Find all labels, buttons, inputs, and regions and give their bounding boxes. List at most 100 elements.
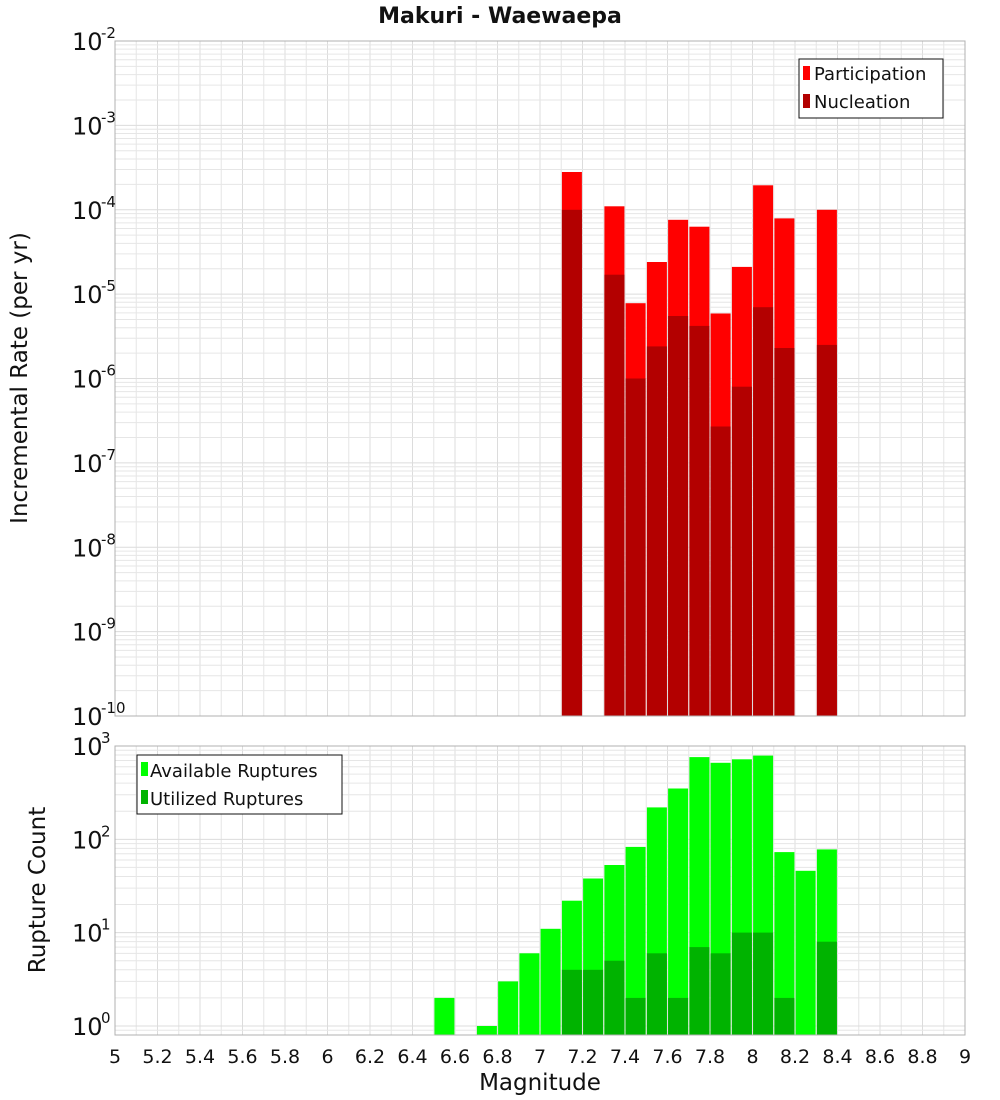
y-tick-label: 103 <box>72 729 111 761</box>
x-tick-label: 5.6 <box>227 1046 257 1068</box>
y-tick-label: 10-5 <box>72 277 116 309</box>
y-tick-base: 10 <box>72 619 103 647</box>
x-tick-label: 7.4 <box>610 1046 640 1068</box>
y-tick-exponent: -10 <box>101 699 126 717</box>
utilized-ruptures-bar <box>604 960 625 1035</box>
nucleation-bar <box>731 386 752 716</box>
available-legend-swatch <box>141 762 148 776</box>
available-ruptures-bar <box>540 928 561 1035</box>
nucleation-bar <box>646 346 667 716</box>
rate-y-axis-title: Incremental Rate (per yr) <box>7 232 33 524</box>
y-tick-base: 10 <box>72 826 103 854</box>
y-tick-exponent: -5 <box>101 277 116 295</box>
available-ruptures-bar <box>668 788 689 1035</box>
participation-legend-swatch <box>803 66 810 80</box>
utilized-ruptures-bar <box>583 969 604 1035</box>
y-tick-label: 102 <box>72 822 111 854</box>
available-ruptures-bar <box>519 953 540 1035</box>
utilized-ruptures-bar <box>731 932 752 1035</box>
x-tick-label: 7.8 <box>695 1046 725 1068</box>
y-tick-label: 10-8 <box>72 530 116 562</box>
utilized-legend-swatch <box>141 790 148 804</box>
available-ruptures-bar <box>476 1026 497 1035</box>
x-tick-label: 8.6 <box>865 1046 895 1068</box>
participation-legend-label: Participation <box>814 64 926 85</box>
utilized-ruptures-bar <box>625 997 646 1035</box>
nucleation-bar <box>561 209 582 717</box>
x-axis-title: Magnitude <box>479 1070 601 1096</box>
y-tick-base: 10 <box>72 28 103 56</box>
y-tick-base: 10 <box>72 281 103 309</box>
y-tick-label: 10-10 <box>72 699 126 731</box>
y-tick-base: 10 <box>72 1013 103 1041</box>
x-tick-label: 6.2 <box>355 1046 385 1068</box>
available-ruptures-bar <box>795 870 816 1035</box>
y-tick-exponent: 2 <box>101 822 111 840</box>
utilized-ruptures-bar <box>816 941 837 1035</box>
y-tick-base: 10 <box>72 703 103 731</box>
nucleation-bar <box>689 325 710 716</box>
count-plot-frame <box>114 745 966 1036</box>
nucleation-bar <box>710 426 731 716</box>
utilized-legend-label: Utilized Ruptures <box>150 789 303 810</box>
utilized-ruptures-bar <box>689 947 710 1035</box>
utilized-ruptures-bar <box>710 953 731 1035</box>
y-tick-exponent: 1 <box>101 916 111 934</box>
utilized-ruptures-bar <box>753 932 774 1035</box>
y-tick-exponent: -3 <box>101 108 116 126</box>
y-tick-base: 10 <box>72 450 103 478</box>
x-tick-label: 8.8 <box>907 1046 937 1068</box>
y-tick-label: 101 <box>72 916 111 948</box>
nucleation-bar <box>774 348 795 716</box>
x-tick-label: 6.8 <box>482 1046 512 1068</box>
rate-legend: Participation Nucleation <box>798 58 944 119</box>
y-tick-label: 100 <box>72 1009 111 1041</box>
y-tick-label: 10-7 <box>72 446 116 478</box>
y-tick-base: 10 <box>72 920 103 948</box>
rate-plot-frame <box>114 40 966 717</box>
x-tick-label: 7 <box>534 1046 546 1068</box>
x-tick-label: 5 <box>109 1046 121 1068</box>
x-tick-label: 6.6 <box>440 1046 470 1068</box>
y-tick-exponent: 0 <box>101 1009 111 1027</box>
available-ruptures-bar <box>774 852 795 1035</box>
utilized-ruptures-bar <box>646 953 667 1035</box>
x-tick-label: 8.4 <box>822 1046 852 1068</box>
utilized-ruptures-bar <box>774 997 795 1035</box>
y-tick-label: 10-4 <box>72 193 116 225</box>
available-legend-label: Available Ruptures <box>150 761 318 782</box>
y-tick-base: 10 <box>72 197 103 225</box>
y-tick-base: 10 <box>72 366 103 394</box>
nucleation-legend-swatch <box>803 94 810 108</box>
y-tick-exponent: -9 <box>101 615 116 633</box>
y-tick-label: 10-2 <box>72 24 116 56</box>
y-tick-base: 10 <box>72 112 103 140</box>
y-tick-exponent: 3 <box>101 729 111 747</box>
x-tick-label: 7.2 <box>567 1046 597 1068</box>
utilized-ruptures-bar <box>561 969 582 1035</box>
nucleation-bar <box>753 307 774 716</box>
utilized-ruptures-bar <box>668 997 689 1035</box>
y-tick-exponent: -6 <box>101 362 116 380</box>
count-legend: Available Ruptures Utilized Ruptures <box>136 754 343 815</box>
x-tick-label: 5.2 <box>142 1046 172 1068</box>
count-legend-box <box>136 754 343 815</box>
y-tick-exponent: -8 <box>101 530 116 548</box>
x-tick-label: 6 <box>321 1046 333 1068</box>
x-tick-label: 6.4 <box>397 1046 427 1068</box>
count-y-axis-title: Rupture Count <box>25 807 51 973</box>
available-ruptures-bar <box>498 981 519 1035</box>
rate-plot-bars <box>561 172 837 717</box>
x-tick-label: 8 <box>746 1046 758 1068</box>
y-tick-exponent: -2 <box>101 24 116 42</box>
y-tick-base: 10 <box>72 733 103 761</box>
y-tick-label: 10-3 <box>72 108 116 140</box>
available-ruptures-bar <box>625 846 646 1035</box>
rate-plot-grid <box>114 41 966 717</box>
available-ruptures-bar <box>434 997 455 1035</box>
x-tick-label: 5.8 <box>270 1046 300 1068</box>
